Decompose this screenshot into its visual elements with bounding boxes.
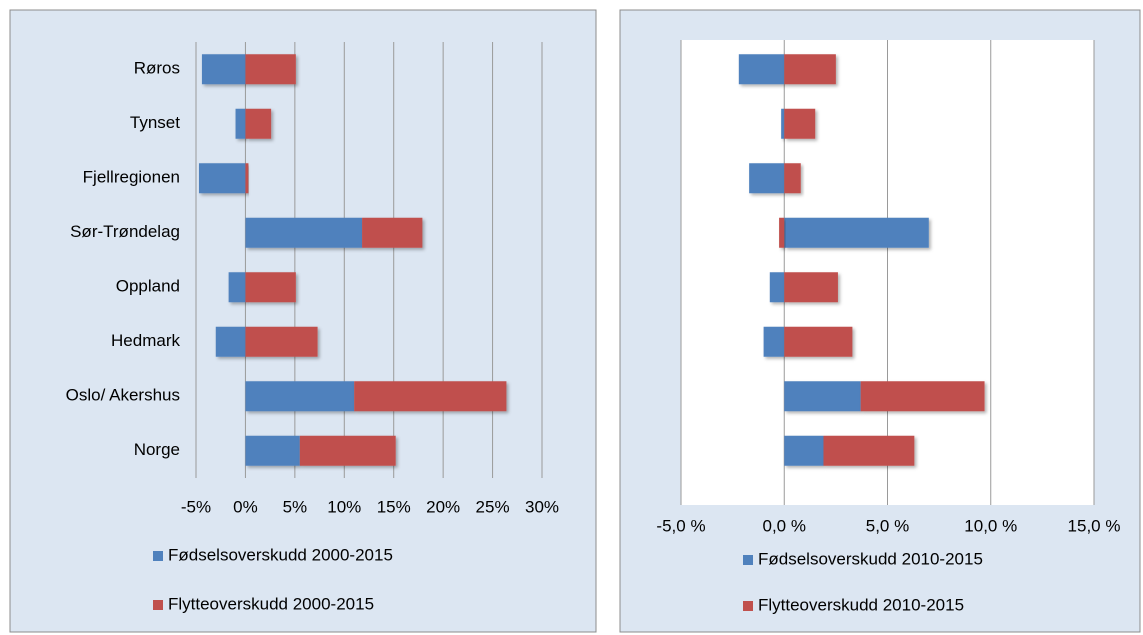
y-tick-label: Hedmark [111, 331, 180, 350]
legend-swatch [743, 601, 753, 611]
x-tick-label: 10,0 % [964, 516, 1017, 535]
legend-label: Fødselsoverskudd 2010-2015 [758, 549, 983, 568]
x-tick-label: 25% [476, 497, 510, 516]
bar [784, 163, 801, 194]
x-tick-label: 20% [426, 497, 460, 516]
bar [749, 163, 785, 194]
bar [354, 381, 507, 412]
x-tick-label: 10% [327, 497, 361, 516]
bar [245, 272, 296, 303]
y-tick-label: Oppland [116, 277, 180, 296]
x-tick-label: -5% [181, 497, 211, 516]
legend-label: Fødselsoverskudd 2000-2015 [168, 545, 393, 564]
bar [245, 54, 296, 85]
y-tick-label: Fjellregionen [83, 168, 180, 187]
bar [228, 272, 246, 303]
y-tick-label: Norge [134, 440, 180, 459]
bar [779, 217, 785, 248]
bar [245, 326, 318, 357]
x-tick-label: -5,0 % [656, 516, 705, 535]
bar [763, 326, 785, 357]
bar [860, 381, 985, 412]
x-tick-label: 15,0 % [1068, 516, 1121, 535]
bar [823, 435, 915, 466]
bar [738, 54, 785, 85]
x-tick-label: 0,0 % [763, 516, 806, 535]
legend-label: Flytteoverskudd 2000-2015 [168, 594, 374, 613]
bar [362, 217, 423, 248]
bar [784, 54, 836, 85]
y-tick-label: Røros [134, 59, 180, 78]
panel [9, 9, 597, 633]
y-tick-label: Sør-Trøndelag [70, 222, 180, 241]
x-tick-label: 0% [233, 497, 258, 516]
x-tick-label: 30% [525, 497, 559, 516]
bar [245, 381, 355, 412]
bar [784, 108, 816, 139]
legend-swatch [153, 600, 163, 610]
bar [784, 217, 929, 248]
bar [201, 54, 246, 85]
x-tick-label: 5% [283, 497, 308, 516]
bar [781, 108, 785, 139]
bar [245, 217, 363, 248]
x-tick-label: 15% [377, 497, 411, 516]
bar [784, 272, 838, 303]
legend-swatch [153, 551, 163, 561]
bar [299, 435, 396, 466]
y-tick-label: Oslo/ Akershus [66, 386, 180, 405]
bar [784, 326, 853, 357]
bar [784, 381, 861, 412]
bar [784, 435, 824, 466]
legend-label: Flytteoverskudd 2010-2015 [758, 595, 964, 614]
bar [245, 108, 272, 139]
bar [245, 163, 249, 194]
bar [235, 108, 246, 139]
bar [215, 326, 246, 357]
bar [769, 272, 785, 303]
bar [245, 435, 300, 466]
bar [198, 163, 246, 194]
y-tick-label: Tynset [130, 113, 180, 132]
x-tick-label: 5,0 % [866, 516, 909, 535]
legend-swatch [743, 555, 753, 565]
